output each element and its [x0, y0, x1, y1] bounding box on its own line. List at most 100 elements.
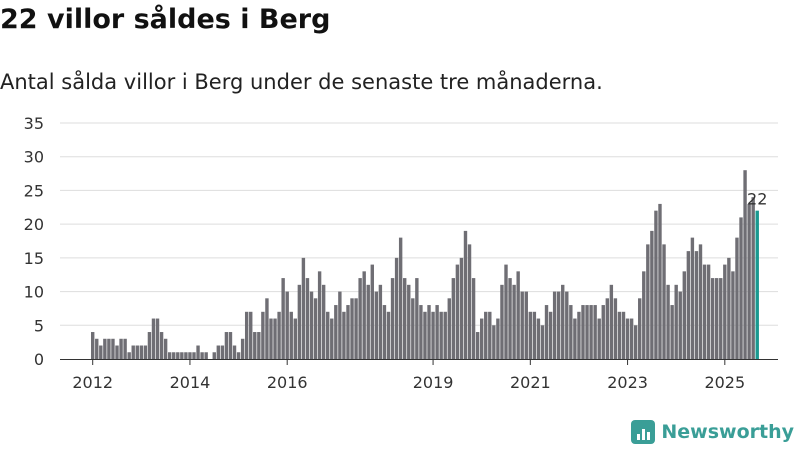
bar — [694, 251, 699, 359]
bar — [419, 305, 423, 359]
bar — [334, 305, 338, 359]
bar — [629, 318, 634, 359]
bar — [479, 318, 484, 359]
bar — [719, 278, 723, 359]
bar — [366, 284, 370, 359]
bar — [556, 291, 561, 359]
bar — [257, 332, 261, 359]
bar — [451, 278, 456, 359]
bar — [151, 318, 156, 359]
bar — [305, 278, 310, 359]
bar — [147, 332, 152, 359]
bar — [565, 291, 569, 359]
bar — [277, 311, 281, 359]
bar — [269, 318, 273, 359]
bar — [581, 305, 585, 359]
bar — [686, 251, 691, 359]
bar — [561, 284, 565, 359]
bar — [512, 284, 516, 359]
bar — [91, 332, 95, 359]
bar — [309, 291, 314, 359]
bar — [180, 352, 184, 359]
bar — [577, 311, 581, 359]
bar — [443, 311, 447, 359]
bar — [427, 305, 431, 359]
bar — [346, 305, 350, 359]
y-tick-label: 5 — [34, 316, 44, 335]
bar — [706, 264, 711, 359]
bar — [658, 203, 662, 359]
bar — [423, 311, 427, 359]
x-tick-label: 2023 — [607, 373, 648, 392]
bar — [240, 338, 245, 359]
bar — [232, 345, 237, 359]
bar — [552, 291, 557, 359]
bar — [605, 298, 610, 359]
bar — [589, 305, 593, 359]
bar — [204, 352, 208, 359]
bar — [690, 237, 695, 359]
bar — [374, 291, 379, 359]
y-tick-label: 15 — [24, 249, 44, 268]
bar-chart-icon — [631, 420, 656, 444]
bar — [297, 284, 302, 359]
bar-highlight — [755, 210, 759, 359]
bar — [350, 298, 354, 359]
y-tick-label: 20 — [24, 215, 44, 234]
bar — [407, 284, 411, 359]
bar — [731, 271, 735, 359]
bar — [163, 338, 168, 359]
bar — [536, 318, 541, 359]
x-tick-label: 2025 — [704, 373, 745, 392]
bar — [411, 298, 415, 359]
bar — [609, 284, 614, 359]
bar — [265, 298, 269, 359]
y-tick-label: 10 — [24, 283, 44, 302]
bar — [127, 352, 131, 359]
bar — [735, 237, 739, 359]
bar — [621, 311, 626, 359]
bar — [633, 325, 638, 359]
bar — [200, 352, 204, 359]
bar — [378, 284, 383, 359]
bar — [115, 345, 119, 359]
y-tick-label: 0 — [34, 350, 44, 369]
chart-title: 22 villor såldes i Berg — [0, 4, 331, 35]
bar — [650, 230, 654, 359]
bar — [682, 271, 686, 359]
bar — [188, 352, 192, 359]
bar — [593, 305, 597, 359]
bar — [597, 318, 601, 359]
bar — [573, 318, 577, 359]
bar — [739, 217, 743, 359]
bar — [617, 311, 622, 359]
bar — [123, 338, 127, 359]
bar — [95, 338, 99, 359]
bar — [467, 244, 472, 359]
bar — [435, 305, 439, 359]
bar — [459, 257, 464, 359]
bar — [330, 318, 334, 359]
bar — [172, 352, 176, 359]
y-tick-label: 30 — [24, 148, 44, 167]
bar — [642, 271, 646, 359]
bar — [447, 298, 451, 359]
bar — [386, 311, 391, 359]
bar — [723, 264, 727, 359]
bar — [613, 298, 618, 359]
data-label: 22 — [747, 190, 767, 209]
bar — [710, 278, 715, 359]
bar — [370, 264, 374, 359]
newsworthy-logo: Newsworthy — [631, 420, 794, 444]
bar — [625, 318, 630, 359]
bar — [228, 332, 233, 359]
bar — [548, 311, 553, 359]
bar — [244, 311, 249, 359]
bar — [455, 264, 460, 359]
x-tick-label: 2021 — [510, 373, 551, 392]
bar — [358, 278, 362, 359]
bar — [540, 325, 545, 359]
bar — [394, 257, 399, 359]
bar — [674, 284, 678, 359]
bar — [119, 338, 123, 359]
